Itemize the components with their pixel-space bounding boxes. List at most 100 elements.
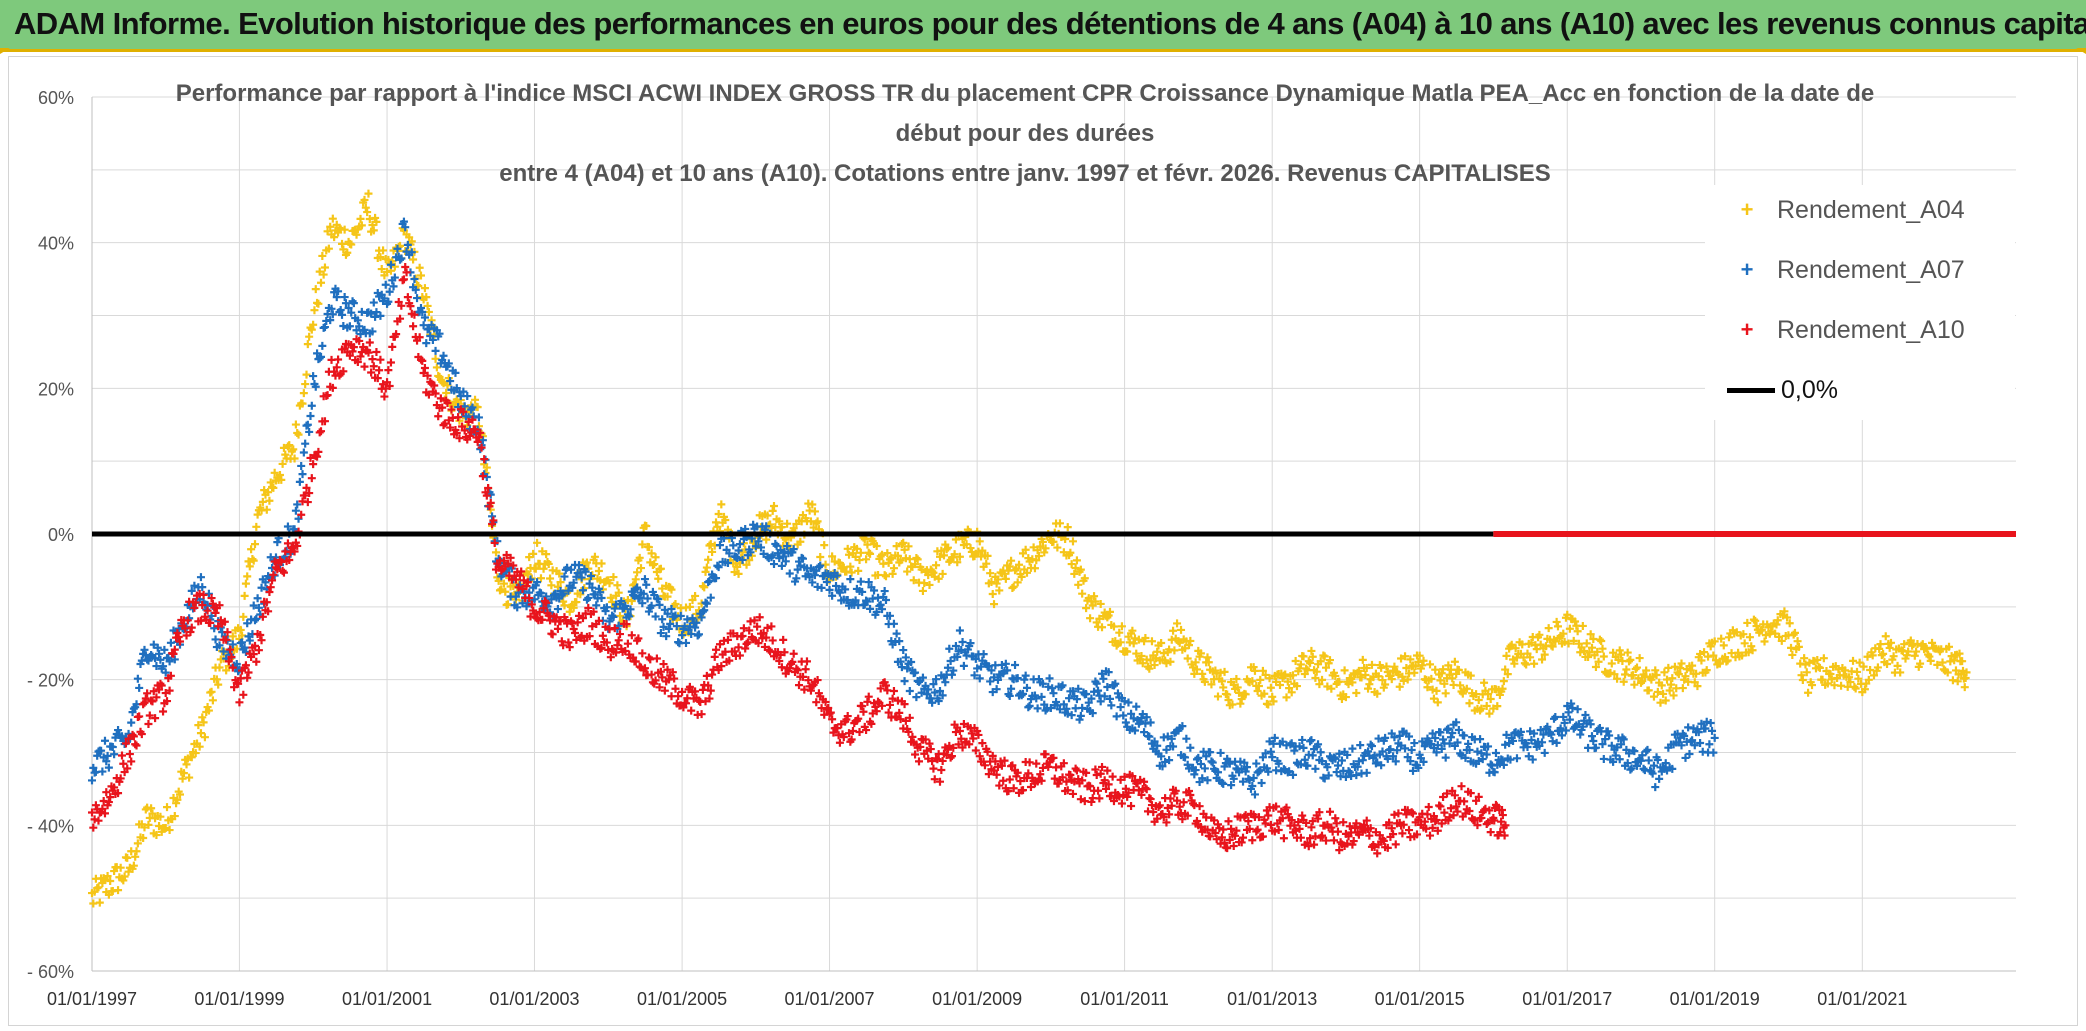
data-point bbox=[631, 657, 640, 666]
data-point bbox=[1212, 835, 1221, 844]
data-point bbox=[1456, 681, 1465, 690]
data-point bbox=[1252, 759, 1261, 768]
data-point bbox=[1491, 748, 1500, 757]
data-point bbox=[1232, 826, 1241, 835]
data-point bbox=[1607, 741, 1616, 750]
data-point bbox=[1219, 825, 1228, 834]
data-point bbox=[1916, 659, 1925, 668]
data-point bbox=[692, 618, 701, 627]
data-point bbox=[90, 815, 99, 824]
data-point bbox=[1410, 668, 1419, 677]
data-point bbox=[743, 638, 752, 647]
data-point bbox=[1096, 769, 1105, 778]
data-point bbox=[377, 265, 386, 274]
data-point bbox=[1520, 659, 1529, 668]
data-point bbox=[1760, 637, 1769, 646]
data-point bbox=[1793, 637, 1802, 646]
data-point bbox=[323, 391, 332, 400]
data-point bbox=[1104, 780, 1113, 789]
data-point bbox=[241, 579, 250, 588]
data-point bbox=[385, 287, 394, 296]
data-point bbox=[235, 698, 244, 707]
data-point bbox=[1266, 820, 1275, 829]
data-point bbox=[1854, 674, 1863, 683]
data-point bbox=[1697, 656, 1706, 665]
data-point bbox=[876, 600, 885, 609]
data-point bbox=[907, 658, 916, 667]
data-point bbox=[1257, 779, 1266, 788]
data-point bbox=[95, 898, 104, 907]
data-point bbox=[1005, 775, 1014, 784]
data-point bbox=[515, 571, 524, 580]
data-point bbox=[355, 322, 364, 331]
data-point bbox=[928, 567, 937, 576]
data-point bbox=[769, 501, 778, 510]
data-point bbox=[191, 598, 200, 607]
data-point bbox=[368, 327, 377, 336]
data-point bbox=[1102, 784, 1110, 793]
data-point bbox=[533, 538, 542, 547]
data-point bbox=[1423, 810, 1432, 819]
data-point bbox=[1037, 692, 1046, 701]
data-point bbox=[110, 750, 119, 759]
data-point bbox=[1594, 657, 1603, 666]
data-point bbox=[768, 551, 777, 560]
data-point bbox=[356, 352, 365, 361]
data-point bbox=[670, 674, 679, 683]
data-point bbox=[1285, 684, 1294, 693]
data-point bbox=[1233, 683, 1242, 692]
data-point bbox=[1661, 759, 1670, 768]
data-point bbox=[506, 553, 515, 562]
data-point bbox=[1195, 802, 1204, 811]
data-point bbox=[1484, 689, 1493, 698]
data-point bbox=[586, 572, 595, 581]
data-point bbox=[1813, 655, 1822, 664]
data-point bbox=[1088, 709, 1097, 718]
data-point bbox=[828, 552, 837, 561]
data-point bbox=[236, 625, 245, 634]
data-point bbox=[222, 666, 231, 675]
data-point bbox=[1153, 647, 1162, 656]
data-point bbox=[290, 454, 299, 463]
data-point bbox=[1134, 786, 1143, 795]
data-point bbox=[468, 403, 477, 412]
data-point bbox=[1705, 740, 1714, 749]
data-point bbox=[1804, 688, 1813, 697]
data-point bbox=[825, 709, 834, 718]
data-point bbox=[1266, 747, 1275, 756]
data-point bbox=[1140, 728, 1149, 737]
data-point bbox=[824, 703, 833, 712]
data-point bbox=[224, 657, 233, 666]
data-point bbox=[1307, 736, 1316, 745]
data-point bbox=[1473, 821, 1482, 830]
data-point bbox=[291, 420, 300, 429]
data-point bbox=[1651, 666, 1660, 675]
data-point bbox=[1295, 824, 1304, 833]
data-point bbox=[1227, 781, 1236, 790]
data-point bbox=[1943, 668, 1952, 677]
data-point bbox=[1370, 751, 1379, 760]
data-point bbox=[895, 708, 904, 717]
data-point bbox=[1008, 761, 1017, 770]
data-point bbox=[1225, 759, 1234, 768]
data-point bbox=[1019, 786, 1027, 795]
y-tick-label: 60% bbox=[38, 88, 74, 108]
data-point bbox=[1129, 639, 1138, 648]
data-point bbox=[1588, 643, 1596, 652]
data-point bbox=[1344, 767, 1353, 776]
data-point bbox=[1540, 748, 1549, 757]
data-point bbox=[1395, 682, 1404, 691]
data-point bbox=[1210, 816, 1219, 825]
data-point bbox=[264, 607, 273, 616]
data-point bbox=[881, 572, 890, 581]
data-point bbox=[1565, 624, 1574, 633]
data-point bbox=[1013, 674, 1022, 683]
data-point bbox=[1194, 753, 1203, 762]
data-point bbox=[833, 571, 842, 580]
data-point bbox=[995, 586, 1004, 595]
data-point bbox=[215, 601, 224, 610]
data-point bbox=[1477, 749, 1486, 758]
data-point bbox=[1306, 737, 1315, 746]
data-point bbox=[1651, 783, 1660, 792]
data-point bbox=[1394, 809, 1403, 818]
